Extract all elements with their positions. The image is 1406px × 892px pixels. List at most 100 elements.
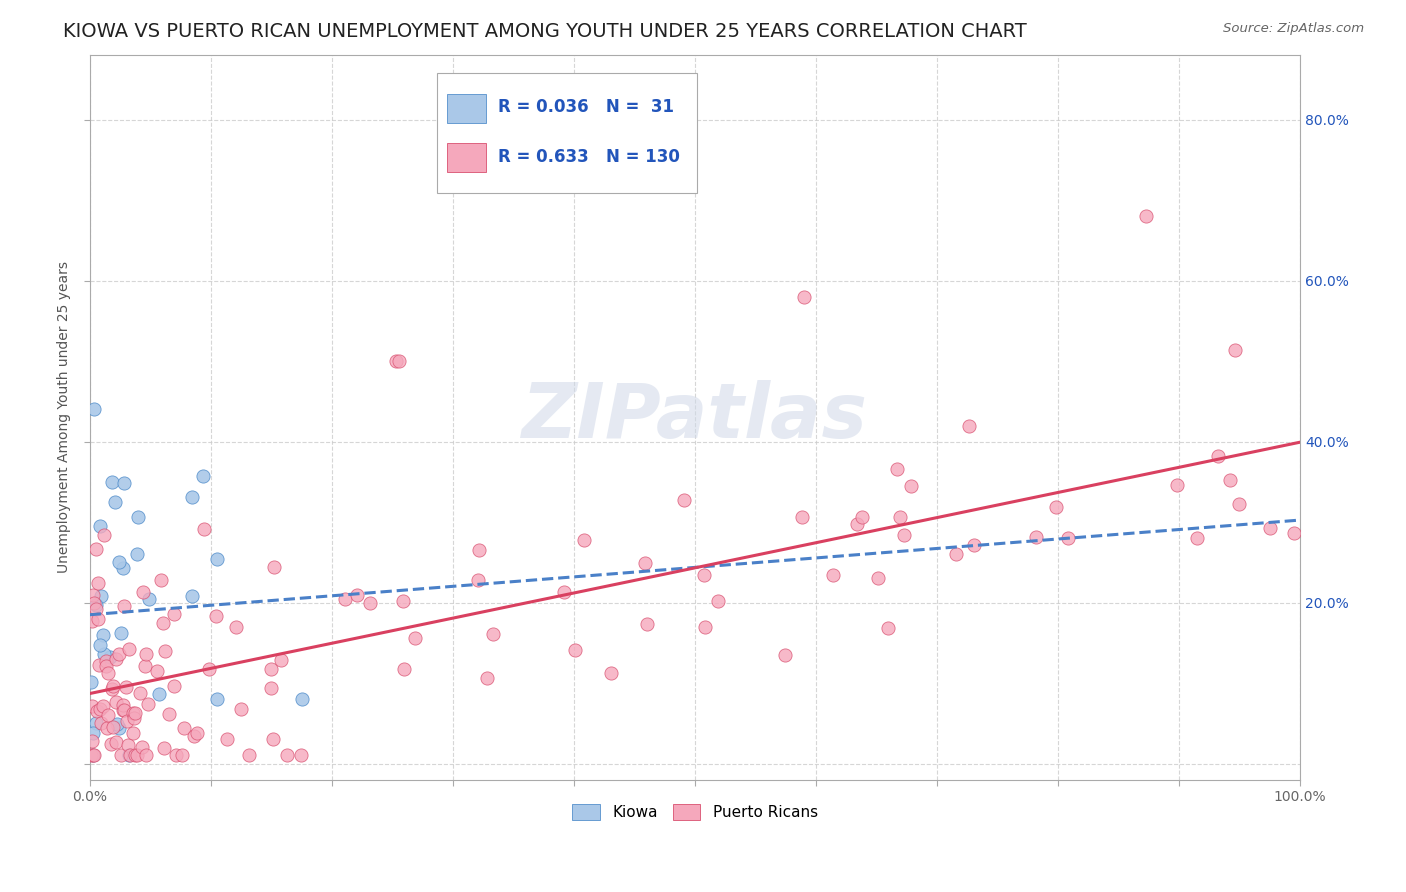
Point bbox=[394, 662, 416, 676]
Y-axis label: Unemployment Among Youth under 25 years: Unemployment Among Youth under 25 years bbox=[58, 261, 72, 574]
Point bbox=[270, 653, 292, 667]
Point bbox=[118, 641, 141, 656]
Point bbox=[963, 539, 986, 553]
Point bbox=[673, 493, 696, 508]
Point bbox=[84, 602, 107, 616]
Point bbox=[111, 561, 134, 575]
Point bbox=[291, 692, 314, 706]
Point bbox=[193, 522, 215, 536]
Point bbox=[845, 516, 868, 531]
Point bbox=[231, 702, 253, 716]
Point bbox=[693, 567, 716, 582]
Point bbox=[900, 479, 922, 493]
Point bbox=[93, 528, 115, 542]
Point bbox=[165, 748, 187, 763]
Point bbox=[129, 686, 152, 700]
Point bbox=[482, 627, 505, 641]
FancyBboxPatch shape bbox=[437, 73, 697, 193]
Point bbox=[198, 662, 221, 676]
Point bbox=[117, 714, 139, 728]
Point bbox=[91, 628, 114, 642]
Point bbox=[1166, 477, 1188, 491]
Point bbox=[89, 702, 111, 716]
Point bbox=[125, 748, 148, 763]
Point bbox=[112, 476, 135, 491]
Point bbox=[136, 697, 159, 711]
Point bbox=[112, 599, 135, 613]
Point bbox=[110, 626, 132, 640]
Point bbox=[105, 735, 128, 749]
Point bbox=[886, 461, 908, 475]
Point bbox=[477, 671, 499, 685]
Point bbox=[87, 576, 110, 591]
Point bbox=[91, 698, 114, 713]
Text: KIOWA VS PUERTO RICAN UNEMPLOYMENT AMONG YOUTH UNDER 25 YEARS CORRELATION CHART: KIOWA VS PUERTO RICAN UNEMPLOYMENT AMONG… bbox=[63, 22, 1026, 41]
Point bbox=[112, 703, 135, 717]
Point bbox=[83, 402, 105, 417]
Point bbox=[80, 734, 103, 748]
Point bbox=[111, 703, 134, 717]
Point bbox=[97, 708, 120, 723]
Point bbox=[957, 418, 980, 433]
Point bbox=[121, 726, 143, 740]
Point bbox=[103, 679, 125, 693]
Point bbox=[89, 638, 111, 652]
Point bbox=[205, 609, 228, 624]
Point bbox=[183, 730, 205, 744]
Point bbox=[553, 585, 575, 599]
Point bbox=[173, 721, 195, 735]
Point bbox=[1057, 531, 1080, 545]
Point bbox=[262, 732, 284, 747]
Point bbox=[148, 687, 170, 701]
Text: Source: ZipAtlas.com: Source: ZipAtlas.com bbox=[1223, 22, 1364, 36]
Point bbox=[193, 469, 215, 483]
Point bbox=[125, 547, 148, 561]
Point bbox=[467, 542, 489, 557]
Text: ZIPatlas: ZIPatlas bbox=[522, 380, 868, 454]
Point bbox=[205, 552, 228, 566]
Point bbox=[132, 585, 155, 599]
Point bbox=[876, 621, 898, 635]
Point bbox=[108, 555, 131, 569]
Point bbox=[634, 556, 657, 570]
Point bbox=[1185, 531, 1208, 545]
Point bbox=[82, 725, 104, 739]
Point bbox=[117, 738, 139, 752]
Point bbox=[225, 620, 247, 634]
Point bbox=[110, 748, 132, 763]
Point bbox=[127, 510, 149, 524]
Point bbox=[1258, 521, 1281, 535]
Point bbox=[124, 748, 146, 763]
Point bbox=[238, 748, 260, 763]
Point bbox=[636, 617, 658, 632]
Point bbox=[467, 574, 489, 588]
Point bbox=[388, 354, 411, 368]
Point bbox=[87, 657, 110, 672]
Point bbox=[96, 659, 118, 673]
Point bbox=[1227, 496, 1250, 510]
Point bbox=[600, 666, 623, 681]
Point bbox=[146, 664, 169, 678]
Point bbox=[217, 731, 239, 746]
Point bbox=[134, 659, 156, 673]
Point bbox=[793, 290, 815, 304]
Point bbox=[152, 615, 174, 630]
Point bbox=[945, 547, 967, 561]
Text: R = 0.036   N =  31: R = 0.036 N = 31 bbox=[498, 98, 673, 116]
Point bbox=[82, 748, 104, 763]
Point bbox=[851, 510, 873, 524]
Point bbox=[335, 592, 357, 607]
Point bbox=[98, 649, 121, 664]
Point bbox=[94, 654, 117, 668]
Point bbox=[186, 726, 208, 740]
Point bbox=[170, 748, 193, 763]
Point bbox=[84, 599, 107, 613]
Point bbox=[93, 647, 115, 661]
Point bbox=[82, 588, 104, 602]
Point bbox=[111, 698, 134, 712]
Point bbox=[1206, 450, 1229, 464]
Point bbox=[80, 675, 103, 690]
Point bbox=[108, 647, 131, 661]
Point bbox=[96, 722, 118, 736]
Point bbox=[149, 574, 172, 588]
